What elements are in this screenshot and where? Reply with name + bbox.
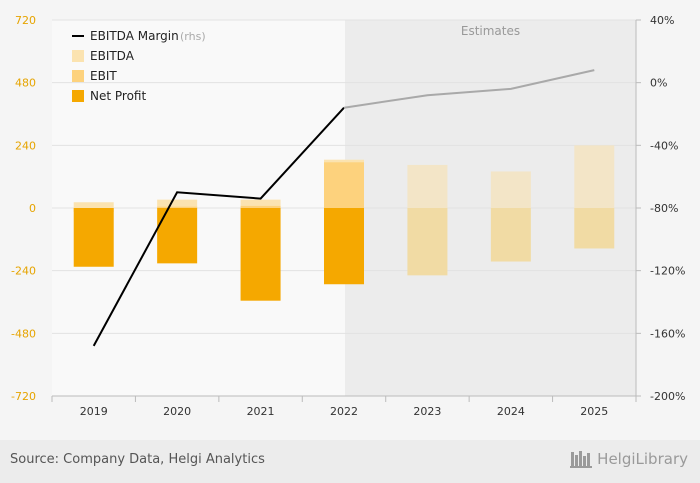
- bar-net-profit: [324, 208, 364, 285]
- bar-ebit: [324, 162, 364, 208]
- bar-ebit: [240, 205, 281, 208]
- footer: Source: Company Data, Helgi Analytics He…: [0, 440, 700, 483]
- bar-ebitda: [73, 202, 114, 208]
- x-tick-label: 2020: [163, 405, 191, 418]
- left-tick-label: -240: [11, 265, 36, 278]
- estimates-label: Estimates: [461, 24, 520, 38]
- right-tick-label: -160%: [650, 327, 685, 340]
- legend-label-ebitda: EBITDA: [90, 49, 135, 63]
- bar-ebitda: [574, 145, 615, 208]
- line-ebitda-margin-actual: [92, 107, 345, 347]
- brand-name: HelgiLibrary: [597, 450, 688, 468]
- left-tick-label: 0: [29, 202, 36, 215]
- bar-ebitda: [407, 164, 448, 208]
- x-tick-label: 2021: [247, 405, 275, 418]
- legend-swatch-net-profit: [72, 90, 84, 102]
- x-tick-label: 2022: [330, 405, 358, 418]
- left-tick-label: -720: [11, 390, 36, 403]
- left-tick-label: 240: [15, 139, 36, 152]
- legend-label-ebit: EBIT: [90, 69, 117, 83]
- x-tick-label: 2025: [580, 405, 608, 418]
- bar-ebitda: [490, 171, 531, 208]
- left-tick-label: 480: [15, 77, 36, 90]
- x-tick-label: 2019: [80, 405, 108, 418]
- right-tick-label: 40%: [650, 14, 674, 27]
- chart-svg: Estimates 2019 2020 2021 2022 2023 2024 2025 72…: [11, 14, 685, 418]
- bar-net-profit: [490, 208, 531, 262]
- line-ebitda-margin-estimate: [343, 69, 595, 109]
- left-tick-label: 720: [15, 14, 36, 27]
- library-icon: [570, 451, 593, 468]
- x-tick-label: 2023: [413, 405, 441, 418]
- legend-swatch-ebitda: [72, 50, 84, 62]
- right-tick-label: 0%: [650, 77, 667, 90]
- bar-net-profit: [73, 208, 114, 267]
- right-tick-label: -200%: [650, 390, 685, 403]
- bar-net-profit: [407, 208, 448, 276]
- right-tick-label: -120%: [650, 265, 685, 278]
- right-tick-label: -80%: [650, 202, 678, 215]
- legend-swatch-ebit: [72, 70, 84, 82]
- legend-label-ebitda-margin: EBITDA Margin: [90, 29, 179, 43]
- legend-label-net-profit: Net Profit: [90, 89, 146, 103]
- brand-logo: HelgiLibrary: [570, 450, 688, 468]
- x-tick-label: 2024: [497, 405, 525, 418]
- legend-rhs-note: (rhs): [180, 30, 206, 43]
- left-tick-label: -480: [11, 327, 36, 340]
- bar-ebitda: [240, 199, 281, 208]
- bar-ebitda: [157, 199, 198, 208]
- right-tick-label: -40%: [650, 139, 678, 152]
- bar-ebit: [157, 206, 198, 208]
- source-text: Source: Company Data, Helgi Analytics: [10, 452, 265, 467]
- bar-net-profit: [574, 208, 615, 249]
- bar-net-profit: [240, 208, 281, 301]
- chart-area: Estimates 2019 2020 2021 2022 2023 2024 2025 72…: [11, 14, 685, 418]
